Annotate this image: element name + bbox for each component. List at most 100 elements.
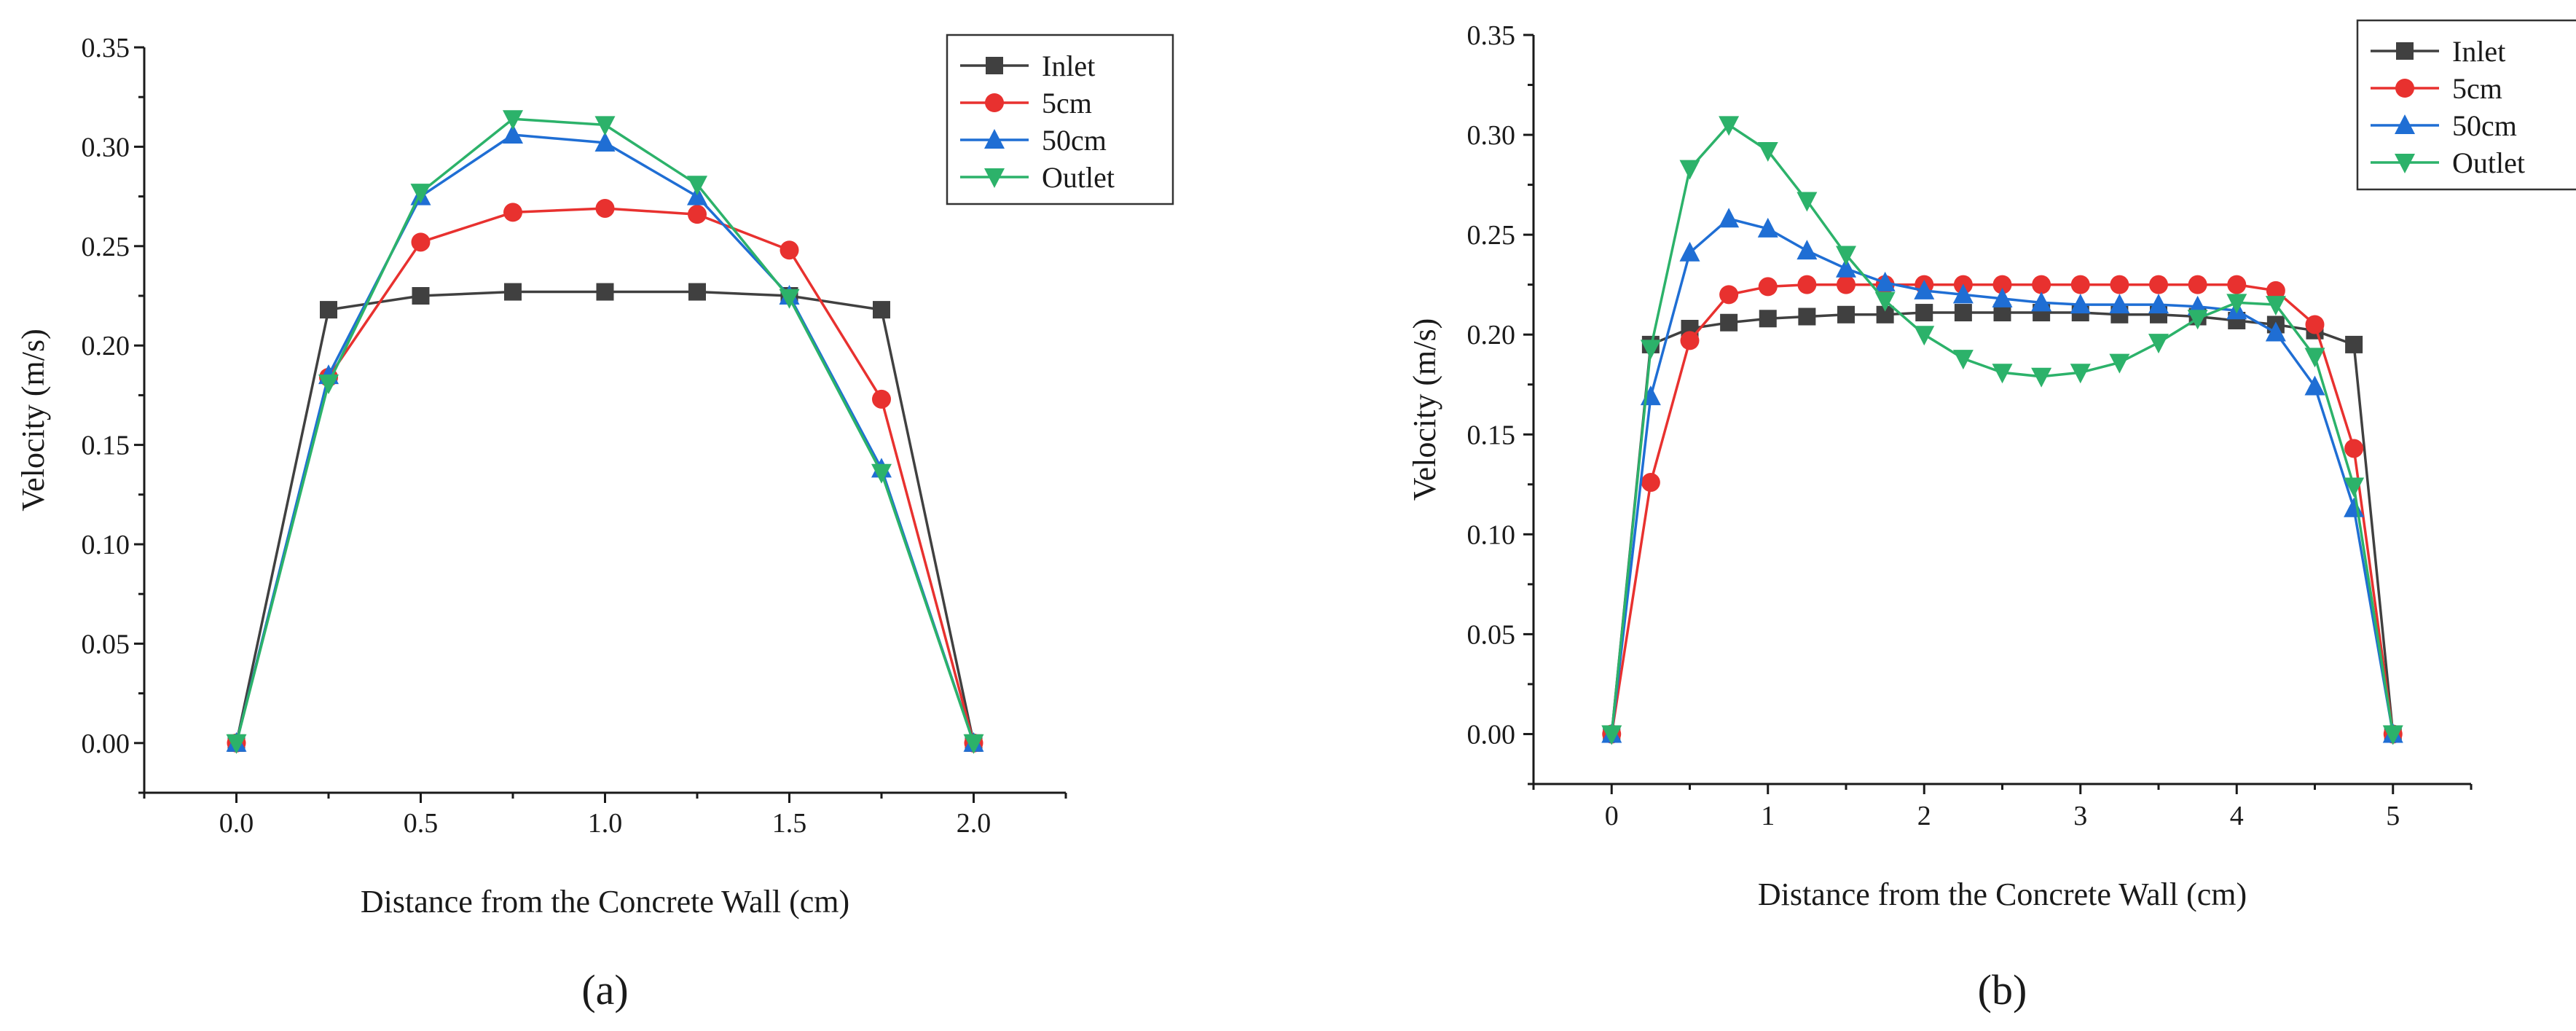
data-point-50cm	[2148, 294, 2169, 314]
data-point-50cm	[1757, 217, 1778, 238]
data-point-5cm	[2070, 275, 2090, 294]
data-point-5cm	[2149, 275, 2168, 294]
data-point-outlet	[1640, 340, 1661, 360]
data-point-outlet	[2109, 353, 2130, 374]
data-point-outlet	[2070, 364, 2091, 384]
data-point-outlet	[1796, 192, 1818, 212]
legend-marker-50cm	[984, 129, 1005, 149]
legend-marker-outlet	[2395, 154, 2415, 173]
y-tick-label: 0.35	[1467, 20, 1516, 51]
data-point-5cm	[2344, 439, 2364, 458]
legend-label-inlet: Inlet	[2452, 35, 2505, 68]
data-point-outlet	[1679, 160, 1700, 180]
data-point-inlet	[504, 283, 522, 301]
series-line-inlet	[235, 290, 975, 744]
data-point-outlet	[963, 734, 984, 754]
y-axis-label: Velocity (m/s)	[15, 329, 51, 511]
data-point-50cm	[1952, 283, 1974, 304]
x-tick-label: 4	[2230, 801, 2244, 831]
legend-marker-inlet	[2396, 42, 2414, 60]
x-tick-label: 0.0	[219, 808, 254, 839]
data-point-outlet	[503, 110, 523, 130]
data-point-50cm	[2031, 291, 2052, 312]
chart-panel-a: 0.00 0.05 0.10 0.15 0.20 0.25 0.30 0.35 0.0 0.5 1.…	[15, 33, 1174, 1014]
y-tick-label: 0.30	[1467, 120, 1516, 151]
data-point-50cm	[2109, 294, 2130, 314]
data-point-outlet	[410, 184, 431, 204]
data-point-5cm	[1680, 331, 1700, 350]
data-point-outlet	[1757, 141, 1778, 162]
x-tick-label: 3	[2073, 801, 2087, 831]
x-tick-label: 2	[1917, 801, 1931, 831]
data-point-5cm	[780, 240, 799, 260]
legend-marker-5cm	[2395, 79, 2414, 98]
data-point-5cm	[1992, 275, 2012, 294]
y-tick-label: 0.10	[82, 530, 130, 560]
y-tick-label: 0.10	[1467, 520, 1516, 550]
data-point-outlet	[687, 176, 707, 196]
x-axis-label: Distance from the Concrete Wall (cm)	[1758, 877, 2247, 912]
series-5cm	[1602, 275, 2403, 744]
panel-label: (a)	[581, 966, 628, 1014]
data-point-5cm	[1797, 275, 1817, 294]
data-point-50cm	[1719, 208, 1740, 228]
y-tick-label: 0.30	[82, 132, 130, 162]
data-point-outlet	[2265, 296, 2286, 316]
legend-marker-50cm	[2395, 114, 2415, 134]
y-tick-label: 0.35	[82, 33, 130, 63]
legend-label-outlet: Outlet	[2452, 146, 2525, 179]
y-tick-label: 0.15	[82, 431, 130, 461]
data-point-outlet	[2304, 348, 2325, 368]
data-point-outlet	[226, 734, 247, 754]
data-point-outlet	[1914, 326, 1935, 346]
data-point-50cm	[2070, 294, 2091, 314]
x-tick-label: 0.5	[404, 808, 439, 839]
data-point-50cm	[1992, 287, 2013, 307]
data-point-50cm	[1914, 279, 1935, 299]
x-tick-label: 5	[2386, 801, 2400, 831]
data-point-outlet	[594, 116, 616, 136]
series-outlet	[226, 110, 984, 754]
x-tick-label: 1.0	[588, 808, 623, 839]
y-tick-label: 0.05	[1467, 619, 1516, 650]
y-tick-label: 0.25	[82, 232, 130, 262]
legend-marker-outlet	[984, 168, 1005, 188]
data-point-inlet	[1798, 307, 1816, 326]
data-point-5cm	[2266, 281, 2285, 300]
data-point-50cm	[1796, 240, 1818, 260]
panel-label: (b)	[1978, 966, 2027, 1014]
data-point-inlet	[320, 301, 337, 319]
x-tick-label: 2.0	[957, 808, 991, 839]
data-point-inlet	[688, 283, 706, 301]
data-point-5cm	[688, 205, 707, 224]
data-point-5cm	[872, 389, 891, 409]
data-point-5cm	[2032, 275, 2051, 294]
legend-marker-5cm	[985, 93, 1004, 112]
data-point-outlet	[2187, 310, 2208, 330]
y-tick-label: 0.25	[1467, 220, 1516, 251]
data-point-outlet	[2226, 294, 2247, 314]
data-point-inlet	[1915, 304, 1933, 322]
data-point-5cm	[2188, 275, 2207, 294]
x-tick-label: 0	[1605, 801, 1619, 831]
data-point-inlet	[596, 283, 614, 301]
data-point-50cm	[1836, 257, 1856, 278]
data-point-outlet	[779, 289, 800, 309]
data-point-inlet	[1837, 305, 1855, 324]
data-point-outlet	[1836, 246, 1856, 266]
data-point-outlet	[318, 375, 339, 395]
data-point-outlet	[2382, 725, 2403, 745]
y-tick-label: 0.00	[82, 729, 130, 759]
data-point-inlet	[2345, 335, 2363, 353]
data-point-5cm	[1837, 275, 1856, 294]
series-line-5cm	[1610, 283, 2395, 734]
series-50cm	[226, 124, 984, 752]
data-point-inlet	[1720, 313, 1738, 332]
y-tick-label: 0.20	[1467, 320, 1516, 350]
x-axis-label: Distance from the Concrete Wall (cm)	[361, 884, 849, 920]
data-point-5cm	[2227, 275, 2247, 294]
data-point-outlet	[1719, 116, 1740, 136]
data-point-5cm	[411, 232, 431, 252]
data-point-50cm	[1640, 385, 1661, 406]
